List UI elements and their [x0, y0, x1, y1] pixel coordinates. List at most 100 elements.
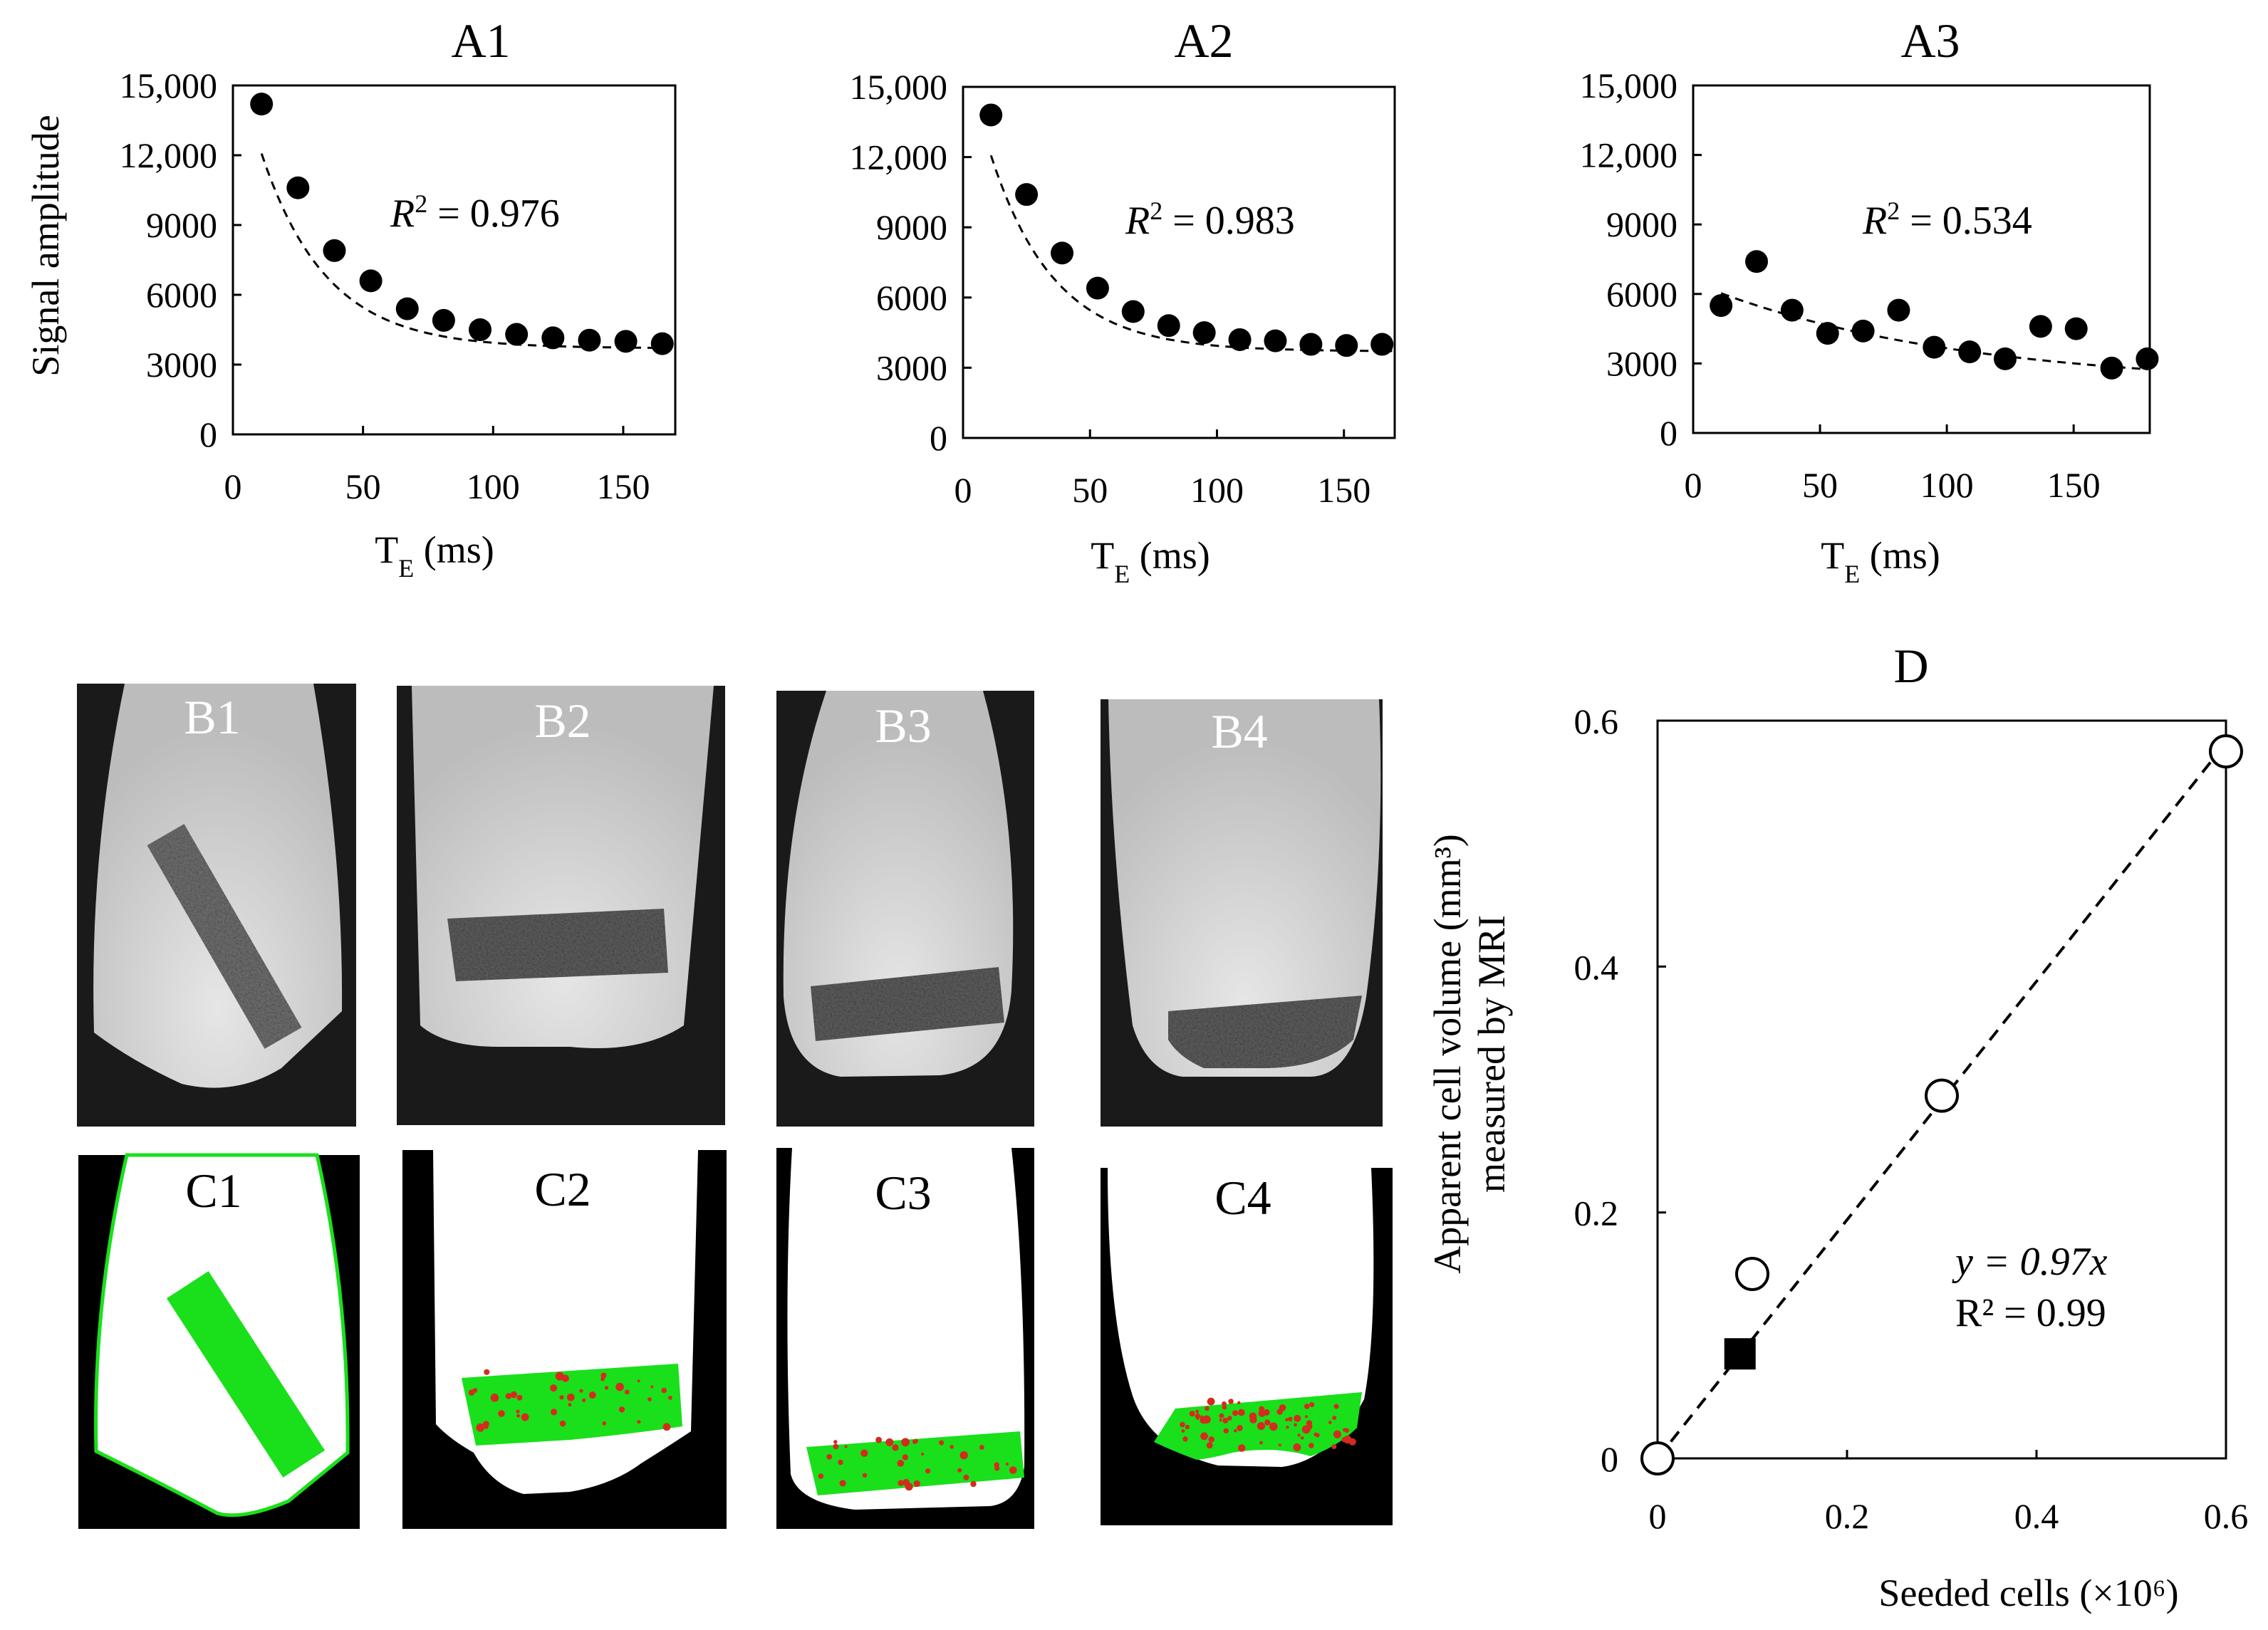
red-speck	[1297, 1433, 1301, 1437]
red-speck	[898, 1480, 904, 1486]
open-point	[2209, 734, 2243, 769]
red-speck	[826, 1453, 833, 1460]
red-speck	[484, 1424, 489, 1429]
x-tick-label: 100	[467, 466, 520, 506]
data-point	[1923, 335, 1946, 359]
panel-a1-ylabel: Signal amplitude	[24, 115, 67, 376]
red-speck	[939, 1440, 945, 1446]
red-speck	[1278, 1443, 1281, 1447]
y-tick-label: 9000	[1606, 204, 1677, 244]
y-tick-label: 3000	[146, 345, 217, 385]
red-speck	[1257, 1422, 1265, 1431]
red-speck	[561, 1374, 569, 1382]
red-speck	[582, 1398, 586, 1403]
y-tick-label: 9000	[876, 207, 947, 247]
panel-d-axes: 0 0.2 0.4 0.6 0 0.2 0.4 0.6	[1574, 701, 2249, 1536]
x-tick-label: 50	[1802, 465, 1838, 505]
label-b1: B1	[184, 690, 240, 744]
red-speck	[1294, 1423, 1297, 1427]
panel-d: D 0 0.2 0.4 0.6 0 0.2 0.4 0.6 y = 0.97x R² = 0.…	[1426, 639, 2248, 1614]
red-speck	[661, 1387, 667, 1394]
red-speck	[662, 1423, 671, 1431]
panel-a1-fit-curve	[260, 153, 673, 350]
red-speck	[1293, 1443, 1301, 1451]
data-point	[1745, 250, 1769, 273]
red-speck	[568, 1403, 572, 1407]
data-point	[432, 308, 455, 332]
red-speck	[559, 1395, 564, 1400]
red-speck	[913, 1480, 920, 1488]
red-speck	[839, 1480, 846, 1487]
red-speck	[484, 1369, 490, 1375]
red-speck	[1205, 1406, 1210, 1411]
data-point	[541, 326, 565, 350]
red-speck	[844, 1445, 848, 1448]
c4-red-dots	[1180, 1397, 1356, 1452]
red-speck	[1237, 1401, 1241, 1405]
label-b4: B4	[1211, 704, 1267, 758]
data-point	[1335, 334, 1358, 357]
red-speck	[885, 1438, 894, 1446]
data-point	[323, 239, 346, 262]
label-b3: B3	[875, 699, 931, 753]
data-point	[359, 269, 383, 293]
panel-a2-points	[979, 103, 1394, 357]
panel-a1-xlabel: TE (ms)	[375, 528, 494, 582]
red-speck	[833, 1443, 839, 1450]
x-tick-label: 100	[1920, 465, 1974, 505]
x-tick-label: 50	[1072, 470, 1108, 510]
label-b2: B2	[534, 694, 591, 748]
y-tick-label: 3000	[1606, 343, 1677, 383]
panel-d-ylabel-line1: Apparent cell volume (mm³)	[1426, 834, 1469, 1274]
red-speck	[505, 1393, 512, 1399]
red-speck	[550, 1409, 558, 1416]
panel-d-equation: y = 0.97x	[1952, 1240, 2108, 1284]
red-speck	[1222, 1401, 1227, 1406]
y-tick-label: 0.4	[1574, 947, 1619, 987]
red-speck	[1258, 1409, 1266, 1417]
y-tick-label: 3000	[876, 348, 947, 387]
red-speck	[1304, 1404, 1310, 1409]
red-speck	[1331, 1444, 1337, 1449]
red-speck	[921, 1452, 925, 1456]
filled-square-point	[1724, 1338, 1756, 1370]
red-speck	[1219, 1419, 1222, 1422]
panel-a2-title: A2	[1174, 14, 1233, 68]
red-speck	[602, 1421, 607, 1426]
label-c2: C2	[534, 1162, 591, 1216]
x-tick-label: 100	[1190, 470, 1244, 510]
red-speck	[1180, 1421, 1185, 1428]
c3-red-dots	[818, 1436, 1017, 1491]
red-speck	[1249, 1416, 1257, 1423]
x-tick-label: 0.4	[2014, 1496, 2059, 1536]
red-speck	[1223, 1428, 1229, 1433]
red-speck	[1309, 1401, 1315, 1408]
data-point	[469, 318, 492, 341]
data-point	[286, 176, 310, 199]
y-tick-label: 0	[1601, 1439, 1618, 1479]
panel-a3: A3 0 3000 6000 9000 12,000 15,000 0 50 100 150 R2…	[1580, 14, 2159, 588]
red-speck	[1300, 1436, 1304, 1440]
x-tick-label: 0.6	[2204, 1496, 2249, 1536]
red-speck	[1234, 1428, 1237, 1433]
panel-a1-r2: R2 = 0.976	[390, 189, 560, 236]
red-speck	[600, 1372, 607, 1379]
y-tick-label: 15,000	[1580, 66, 1678, 105]
y-tick-label: 15,000	[850, 67, 948, 107]
red-speck	[1207, 1397, 1215, 1406]
red-speck	[902, 1454, 909, 1461]
data-point	[505, 323, 529, 346]
red-speck	[559, 1420, 566, 1427]
y-tick-label: 6000	[1606, 274, 1677, 314]
red-speck	[897, 1460, 905, 1467]
red-speck	[1222, 1417, 1229, 1423]
y-tick-label: 12,000	[1580, 135, 1678, 175]
red-speck	[994, 1466, 1000, 1471]
red-speck	[1343, 1435, 1352, 1444]
data-point	[650, 332, 674, 355]
red-speck	[624, 1389, 630, 1395]
panel-a1-axes: 0 3000 6000 9000 12,000 15,000 0 50 100 150	[120, 66, 677, 506]
c2-red-dots	[468, 1369, 672, 1432]
data-point	[1710, 294, 1733, 318]
